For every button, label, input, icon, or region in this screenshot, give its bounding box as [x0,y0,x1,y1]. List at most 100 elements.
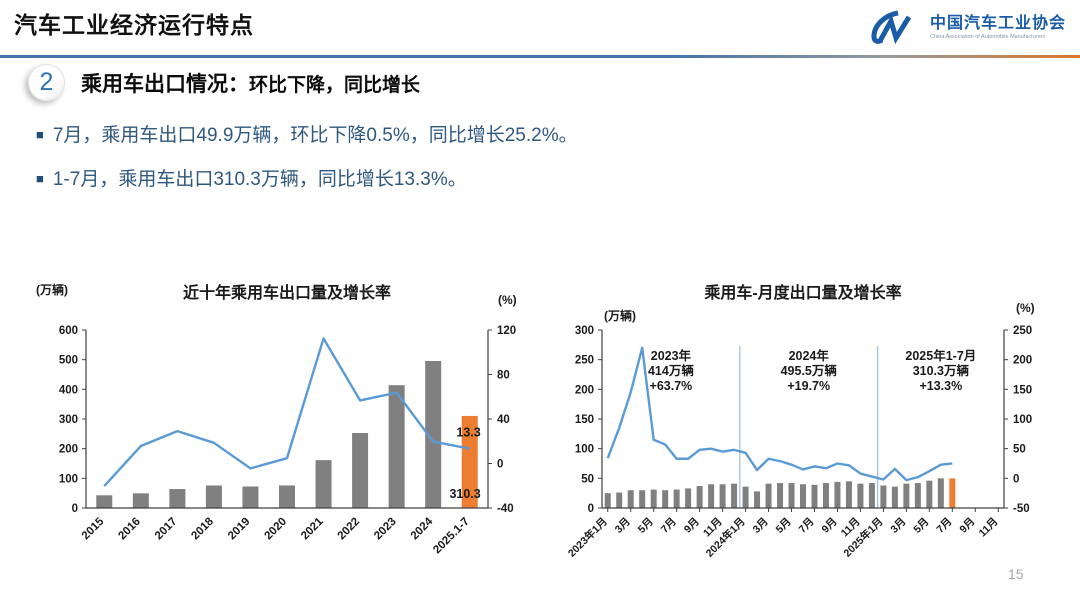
svg-text:2023年1月: 2023年1月 [565,515,610,560]
svg-text:0: 0 [588,503,594,515]
year-summary-annotation: 495.5万辆 [781,363,838,378]
svg-text:2015: 2015 [80,515,107,542]
svg-text:11月: 11月 [977,516,1001,540]
section-number-badge: 2 [28,64,65,101]
bar [388,385,405,508]
svg-text:2021: 2021 [299,515,326,542]
bar [352,432,369,508]
svg-text:500: 500 [59,355,78,367]
export-volume-bars [604,478,956,508]
svg-text:2017: 2017 [153,516,180,543]
bar [788,483,795,508]
y-right-unit: (%) [1016,301,1035,315]
bar [696,486,703,508]
svg-text:100: 100 [575,444,594,456]
bar [650,489,657,508]
org-name-en: China Association of Automobile Manufact… [929,33,1046,40]
svg-text:5月: 5月 [636,516,656,536]
svg-text:150: 150 [1013,384,1032,396]
bullet-item: ■ 1-7月，乘用车出口310.3万辆，同比增长13.3%。 [36,164,578,191]
bar [685,488,692,508]
svg-text:300: 300 [59,414,78,426]
svg-text:2024: 2024 [409,515,436,542]
highlight-bar [949,478,956,508]
svg-text:2023: 2023 [372,516,399,543]
svg-text:0: 0 [72,503,78,515]
svg-text:2025.1-7: 2025.1-7 [431,516,472,557]
year-summary-annotation: +63.7% [650,379,693,393]
header-divider [0,55,1080,58]
svg-text:600: 600 [59,325,78,337]
svg-text:2016: 2016 [116,516,143,543]
svg-text:100: 100 [59,473,78,485]
svg-text:200: 200 [59,444,78,456]
year-summary-annotation: 2025年1-7月 [905,348,976,363]
svg-text:40: 40 [497,414,510,426]
bar [96,495,113,508]
growth-rate-line [606,346,953,482]
chart-title: 近十年乘用车出口量及增长率 [183,283,391,302]
svg-text:300: 300 [575,325,594,337]
year-summary-annotation: 310.3万辆 [913,363,970,378]
bar [742,486,749,508]
svg-text:50: 50 [1013,444,1026,456]
bullet-list: ■ 7月，乘用车出口49.9万辆，环比下降0.5%，同比增长25.2%。 ■ 1… [36,120,578,208]
y-right-unit: (%) [498,293,517,307]
svg-text:2019: 2019 [226,516,253,543]
bar [754,491,761,508]
svg-text:250: 250 [1013,325,1032,337]
bar [800,484,806,508]
bar [880,485,887,508]
y-left-unit: (万辆) [36,282,68,297]
svg-text:250: 250 [575,355,594,367]
svg-text:100: 100 [1013,414,1032,426]
bar [315,460,332,508]
section-title: 乘用车出口情况：环比下降，同比增长 [81,68,420,98]
svg-text:5月: 5月 [911,516,931,536]
bar [937,478,944,508]
svg-text:9月: 9月 [957,516,977,536]
highlight-bar [461,415,478,508]
page-number: 15 [1008,566,1024,582]
bar-value-label: 310.3 [449,487,480,501]
line-value-label: 13.3 [456,426,480,440]
bar [425,361,442,508]
bullet-item: ■ 7月，乘用车出口49.9万辆，环比下降0.5%，同比增长25.2%。 [36,120,578,147]
svg-text:120: 120 [497,325,516,337]
bar [205,485,222,508]
bar [708,484,715,508]
bar [891,486,898,508]
svg-text:2022: 2022 [336,516,363,543]
section-title-sub: 环比下降，同比增长 [249,74,421,96]
bullet-text: 7月，乘用车出口49.9万辆，环比下降0.5%，同比增长25.2%。 [52,125,578,146]
year-summary-annotation: +13.3% [919,379,962,393]
bar [834,481,841,508]
bar [673,489,680,508]
svg-text:0: 0 [497,459,503,471]
bar [765,483,772,508]
svg-text:7月: 7月 [797,516,817,536]
caam-logo-icon [871,10,912,45]
bar [616,492,623,508]
svg-text:2018: 2018 [189,515,216,542]
bar [132,493,149,508]
x-axis-labels: 2015 2016 2017 2018 2019 2020 2021 2022 2023 2024… [80,515,472,556]
monthly-export-chart: 乘用车-月度出口量及增长率 (万辆) (%) 0 50 100 150 200 250 300 -5… [565,283,1035,560]
bar [169,489,186,508]
svg-text:50: 50 [581,473,594,485]
bar [731,483,738,508]
bar [845,481,852,508]
bar [822,483,829,508]
bar [857,483,864,508]
org-name-cn: 中国汽车工业协会 [929,14,1066,32]
svg-text:200: 200 [575,384,594,396]
bar [627,490,634,508]
bar [777,483,784,508]
svg-text:3月: 3月 [751,516,771,536]
svg-text:5月: 5月 [774,516,794,536]
year-summary-annotation: 414万辆 [648,363,694,378]
year-summary-annotation: 2023年 [651,348,692,363]
svg-text:7月: 7月 [934,516,954,536]
svg-text:3月: 3月 [888,516,908,536]
export-volume-bars [96,361,478,508]
